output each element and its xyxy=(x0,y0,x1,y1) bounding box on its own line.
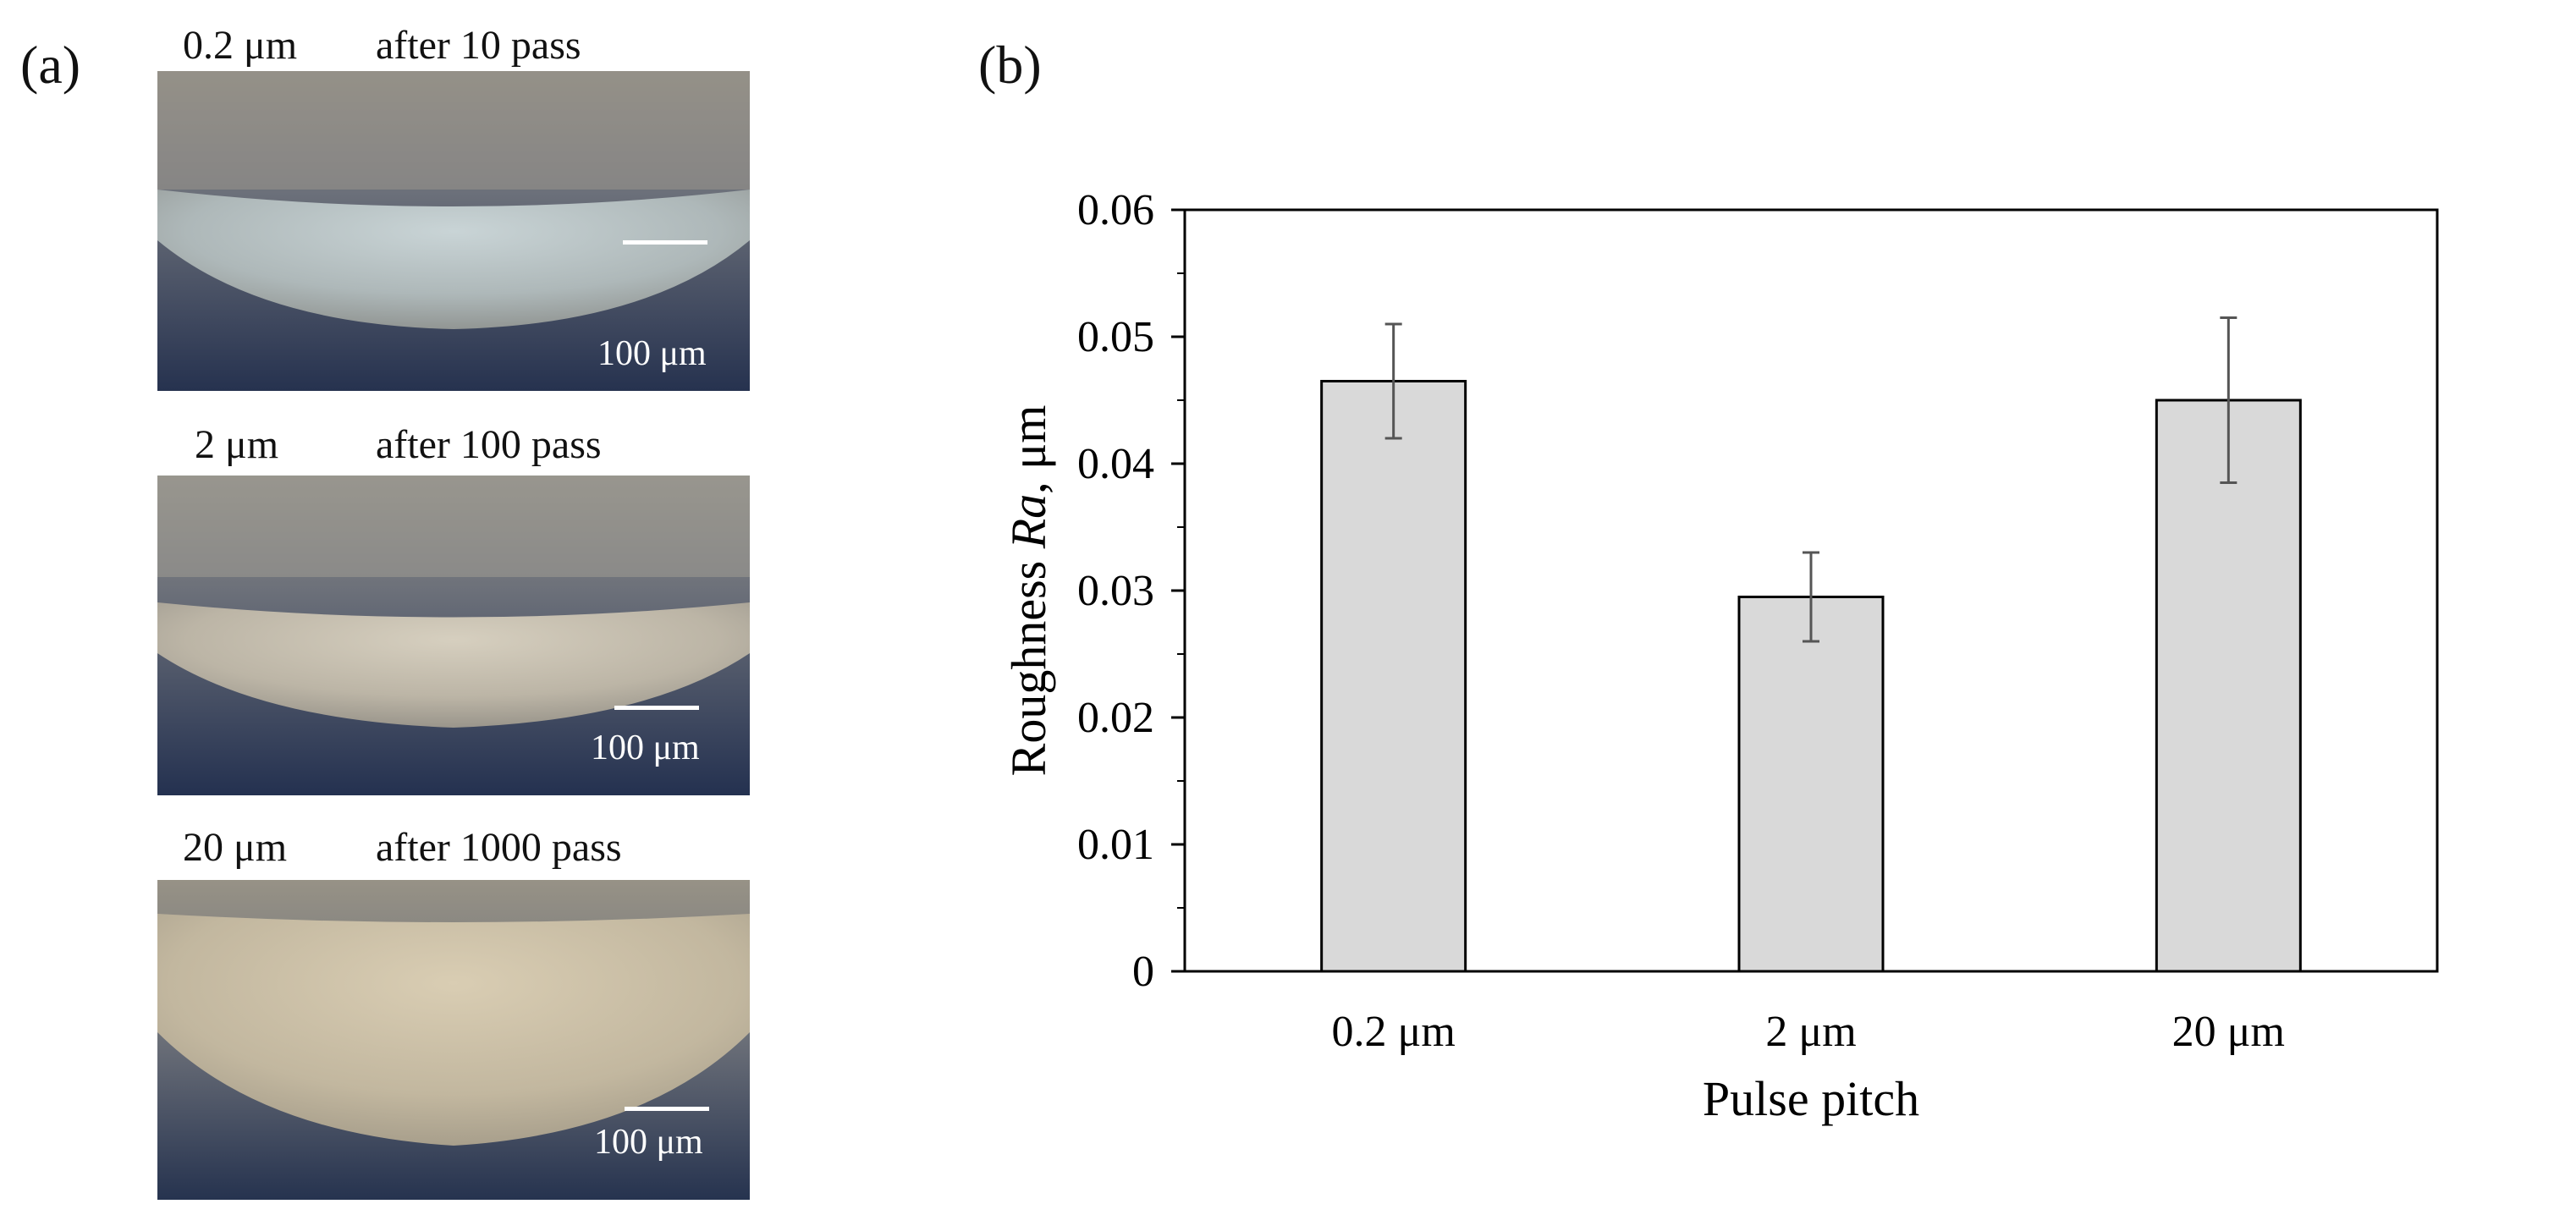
x-tick-label-1: 0.2 μm xyxy=(1332,1008,1456,1056)
y-tick-label: 0.03 xyxy=(1077,567,1154,615)
y-tick-label: 0.01 xyxy=(1077,821,1154,869)
y-axis-title: Roughness Ra, μm xyxy=(1001,405,1056,777)
micrograph-2-pitch: 2 μm xyxy=(195,422,279,467)
panel-b-label: (b) xyxy=(978,35,1042,95)
micrograph-3-image: 100 μm xyxy=(157,880,750,1200)
y-tick-label: 0.05 xyxy=(1077,313,1154,361)
micrograph-3-passes: after 1000 pass xyxy=(376,825,622,870)
y-axis-title-suffix: , μm xyxy=(1001,405,1056,494)
y-tick-label: 0.04 xyxy=(1077,440,1154,488)
x-tick-label-2: 2 μm xyxy=(1765,1008,1856,1056)
y-tick-label: 0.02 xyxy=(1077,694,1154,742)
x-tick-label-3: 20 μm xyxy=(2172,1008,2285,1056)
panel-a-label: (a) xyxy=(20,35,81,95)
micrograph-1-pitch: 0.2 μm xyxy=(183,23,298,68)
micrograph-2-passes: after 100 pass xyxy=(376,422,602,467)
bar-3 xyxy=(2155,399,2302,973)
micrograph-1-image: 100 μm xyxy=(157,71,750,391)
micrograph-2-scale-bar xyxy=(614,706,699,710)
y-tick-label: 0 xyxy=(1132,948,1154,996)
y-axis-title-prefix: Roughness xyxy=(1001,548,1056,776)
micrograph-2-scale-label: 100 μm xyxy=(591,728,700,767)
micrograph-3-pitch: 20 μm xyxy=(183,825,288,870)
roughness-bar-chart: 0 0.01 0.02 0.03 0.04 0.05 0.06 0.2 μm 2 μm 20 μm… xyxy=(1001,186,2439,1126)
micrograph-1-scale-label: 100 μm xyxy=(597,334,707,373)
y-axis-title-italic: Ra xyxy=(1001,494,1056,549)
x-axis-title: Pulse pitch xyxy=(1703,1071,1919,1126)
micrograph-2-image: 100 μm xyxy=(157,476,750,795)
micrograph-3-scale-bar xyxy=(625,1107,709,1111)
micrograph-1-passes: after 10 pass xyxy=(376,23,581,68)
y-tick-label: 0.06 xyxy=(1077,186,1154,234)
bar-2 xyxy=(1737,596,1885,973)
micrograph-3-scale-label: 100 μm xyxy=(594,1123,703,1162)
micrograph-1-scale-bar xyxy=(623,240,707,245)
bar-1 xyxy=(1320,380,1467,973)
